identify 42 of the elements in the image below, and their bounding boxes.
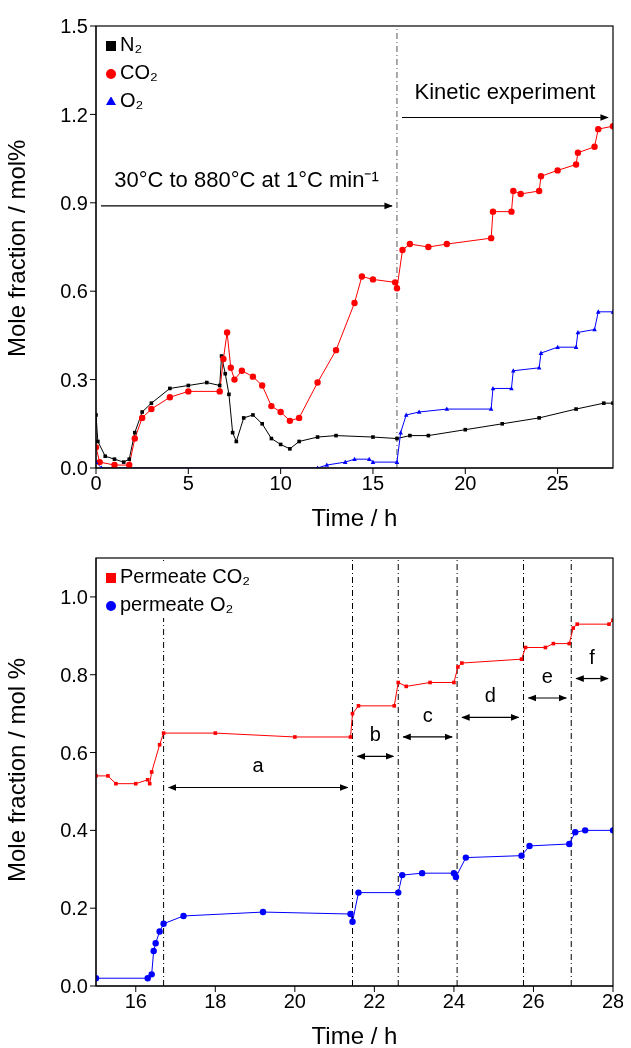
x-tick-label: 20	[283, 990, 306, 1013]
annotation: 30°C to 880°C at 1°C min⁻¹	[114, 167, 379, 193]
x-axis-title: Time / h	[311, 1022, 398, 1048]
y-axis-title: Mole fraction / mol%	[2, 139, 30, 357]
y-tick-label: 0.3	[60, 368, 88, 391]
x-tick-label: 0	[90, 472, 102, 495]
y-tick-label: 1.5	[60, 15, 88, 38]
legend-label: N₂	[120, 33, 143, 55]
y-tick-label: 1.2	[60, 103, 88, 126]
y-tick-label: 0.6	[60, 280, 88, 303]
annotation: e	[541, 664, 553, 687]
annotation: d	[484, 684, 496, 707]
x-tick-label: 26	[522, 990, 545, 1013]
x-tick-label: 10	[269, 472, 292, 495]
y-tick-label: 0.9	[60, 191, 88, 214]
annotation: c	[422, 703, 433, 726]
y-tick-label: 1.0	[60, 586, 88, 609]
y-tick-label: 0.0	[60, 457, 88, 480]
x-tick-label: 25	[546, 472, 569, 495]
x-tick-label: 16	[124, 990, 147, 1013]
x-tick-label: 18	[204, 990, 227, 1013]
legend-label: O₂	[120, 89, 144, 111]
y-tick-label: 0.6	[60, 741, 88, 764]
y-axis-title: Mole fraction / mol %	[2, 657, 30, 882]
legend-label: CO₂	[120, 61, 158, 83]
x-tick-label: 22	[363, 990, 386, 1013]
y-tick-label: 0.8	[60, 663, 88, 686]
legend-label: permeate O₂	[120, 593, 234, 615]
annotation: f	[589, 645, 596, 668]
x-tick-label: 15	[361, 472, 385, 495]
x-tick-label: 28	[601, 990, 625, 1013]
annotation: b	[369, 723, 381, 746]
y-tick-label: 0.2	[60, 897, 88, 920]
x-tick-label: 5	[182, 472, 194, 495]
x-tick-label: 20	[454, 472, 477, 495]
x-tick-label: 24	[442, 990, 466, 1013]
annotation: Kinetic experiment	[414, 78, 596, 104]
y-tick-label: 0.4	[60, 819, 88, 842]
legend-label: Permeate CO₂	[120, 565, 251, 587]
annotation: a	[252, 754, 265, 777]
x-axis-title: Time / h	[311, 504, 398, 531]
y-tick-label: 0.0	[60, 975, 88, 998]
